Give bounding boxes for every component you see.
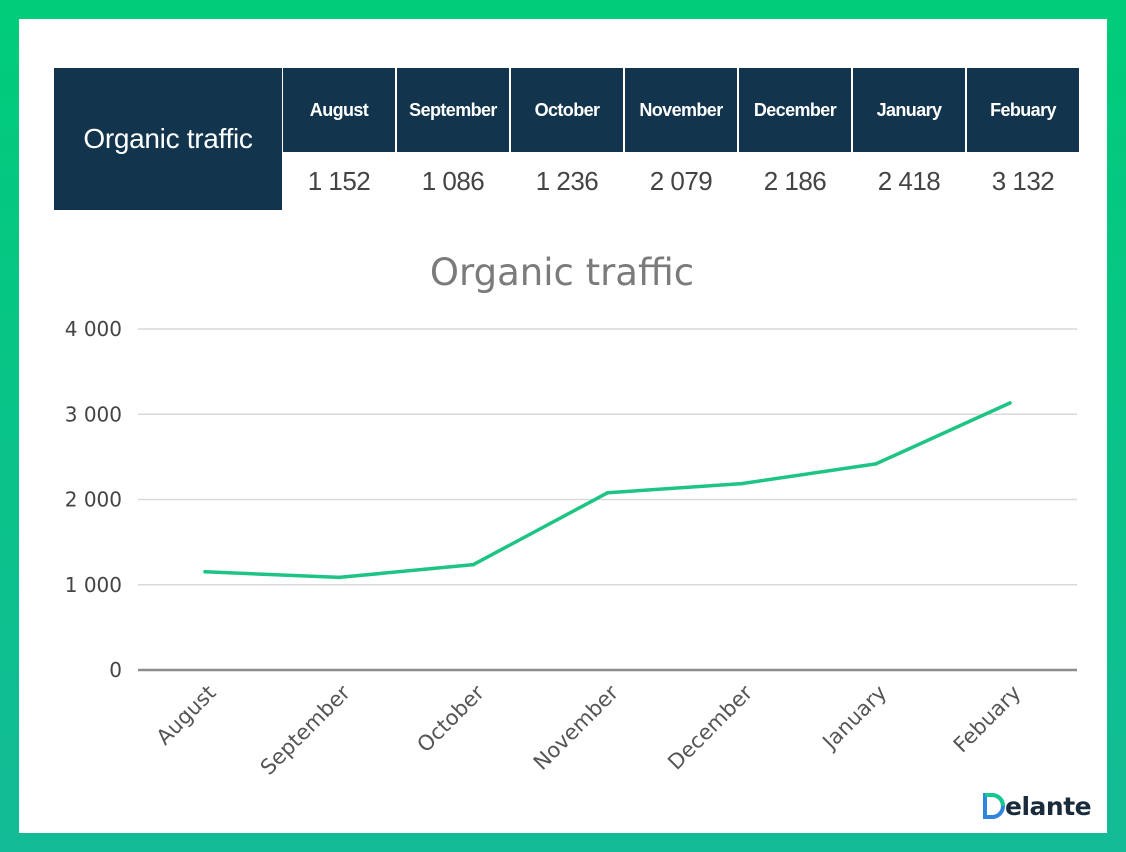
data-point <box>337 575 342 580</box>
table-value-cell: 1 236 <box>535 165 599 196</box>
table-row-header: Organic traffic <box>54 68 282 210</box>
table-month-header: September <box>397 68 509 152</box>
table-month-header: January <box>853 68 965 152</box>
x-tick-label: October <box>412 680 489 757</box>
line-chart: Organic traffic 0 1 000 2 000 3 000 4 000 Au… <box>65 251 1077 780</box>
x-tick-label: November <box>529 680 623 774</box>
x-tick-label: Febuary <box>949 681 1026 758</box>
table-value-cell: 2 186 <box>763 165 827 196</box>
traffic-table: Organic traffic August September October… <box>54 68 1084 210</box>
chart-frame: Organic traffic August September October… <box>19 19 1107 833</box>
table-month-header: October <box>511 68 623 152</box>
chart-series <box>203 401 1012 580</box>
y-axis: 0 1 000 2 000 3 000 4 000 <box>65 317 122 682</box>
delante-logo-text: elante <box>1005 791 1092 821</box>
delante-logo-icon <box>983 793 1005 819</box>
chart-gridlines <box>138 328 1077 672</box>
chart-title: Organic traffic <box>430 251 694 294</box>
delante-logo: elante <box>983 789 1092 823</box>
data-point <box>203 569 207 574</box>
y-tick-label: 0 <box>109 658 122 682</box>
table-value-cell: 1 152 <box>307 165 371 196</box>
x-axis: August September October November December Ja… <box>152 680 1026 779</box>
y-tick-label: 4 000 <box>65 317 122 341</box>
table-month-header: August <box>283 68 395 152</box>
series-line <box>203 401 1012 580</box>
data-point <box>605 490 610 495</box>
y-tick-label: 3 000 <box>65 402 122 426</box>
table-value-cell: 2 418 <box>877 165 941 196</box>
x-tick-label: January <box>817 681 892 756</box>
x-tick-label: September <box>256 680 355 779</box>
table-value-cell: 3 132 <box>991 165 1055 196</box>
data-point <box>873 462 878 466</box>
table-value-cell: 2 079 <box>649 165 713 196</box>
data-point <box>471 562 476 567</box>
table-value-cell: 1 086 <box>421 165 485 196</box>
table-month-header: December <box>739 68 851 152</box>
y-tick-label: 2 000 <box>65 488 122 512</box>
x-tick-label: August <box>152 681 221 750</box>
table-month-header: November <box>625 68 737 152</box>
data-point <box>739 481 744 486</box>
data-point <box>1008 401 1012 405</box>
y-tick-label: 1 000 <box>65 573 122 597</box>
x-tick-label: December <box>663 680 757 774</box>
table-month-header: Febuary <box>967 68 1079 152</box>
